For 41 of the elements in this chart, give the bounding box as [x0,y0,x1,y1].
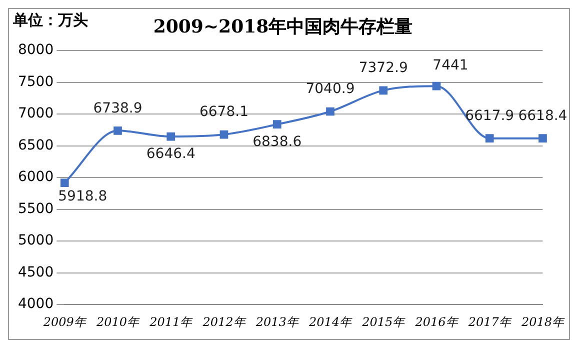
data-label: 6646.4 [146,146,196,162]
y-tick-label: 6000 [18,169,54,186]
data-label: 6678.1 [199,104,248,120]
data-label: 6617.9 [465,108,514,124]
y-tick-label: 5000 [18,232,54,249]
x-tick-label: 2018年 [520,314,565,329]
chart-title: 2009~2018年中国肉牛存栏量 [153,16,413,38]
data-label: 6738.9 [93,100,142,116]
x-tick-label: 2010年 [95,314,140,329]
y-tick-label: 4500 [18,264,54,280]
point [272,120,282,129]
x-tick-label: 2014年 [308,314,353,329]
y-tick-label: 6500 [18,137,54,154]
data-label: 6838.6 [252,134,302,150]
data-label: 5918.8 [58,188,108,204]
y-tick-label: 4000 [18,296,54,312]
y-tick-label: 7500 [18,74,54,90]
data-label: 6618.4 [518,108,568,124]
point [220,130,228,139]
data-label: 7441 [432,58,468,74]
point [379,86,388,95]
point [326,107,334,116]
x-tick-label: 2016年 [414,314,459,329]
x-tick-label: 2013年 [254,314,300,329]
point [166,132,176,141]
point [485,134,494,143]
y-tick-label: 7000 [18,106,54,122]
y-tick-label: 8000 [18,42,54,58]
point [432,82,441,90]
point [538,134,547,143]
x-tick-label: 2011年 [148,314,194,329]
x-tick-label: 2015年 [361,314,406,329]
y-tick-label: 5500 [18,200,54,217]
x-tick-label: 2017年 [467,314,512,329]
x-tick-label: 2009年 [42,314,87,329]
x-tick-label: 2012年 [202,314,246,329]
point [60,178,69,187]
text: 单位：万头 [13,11,88,30]
point [114,126,122,135]
data-label: 7040.9 [306,81,355,98]
data-label: 7372.9 [358,60,408,76]
